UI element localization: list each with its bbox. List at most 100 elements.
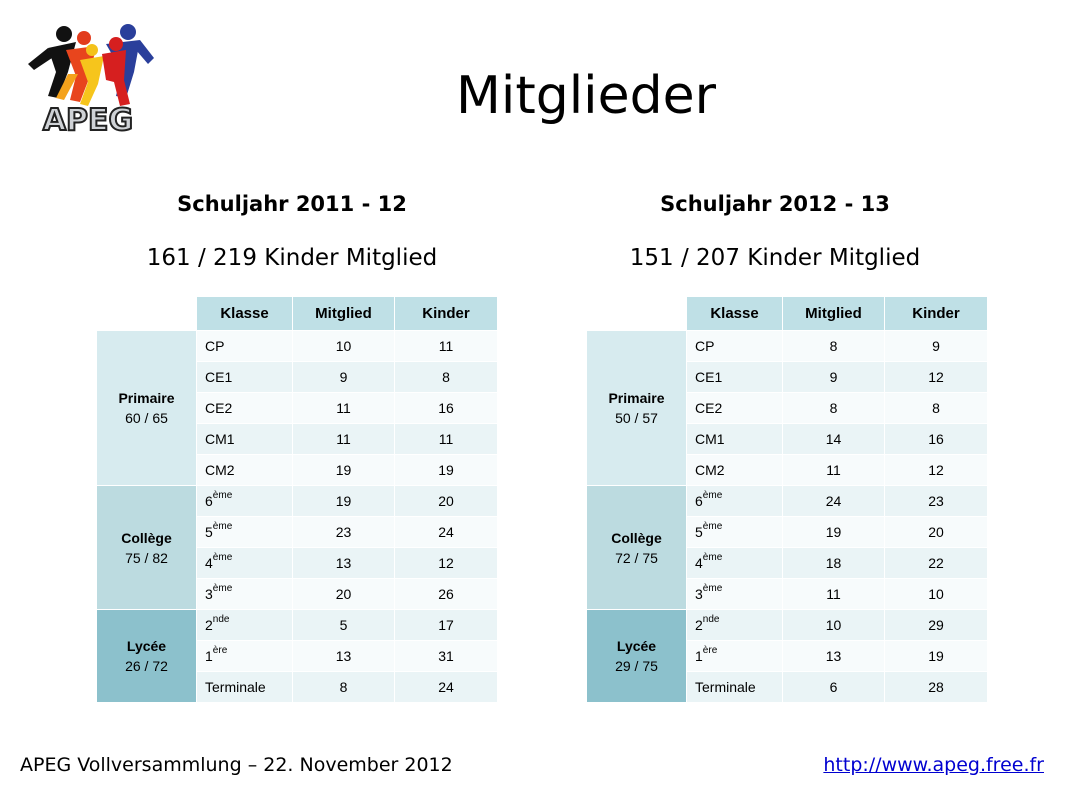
mitglied-cell: 13	[292, 547, 395, 579]
header-klasse: Klasse	[196, 296, 293, 331]
klasse-suffix: ère	[212, 645, 228, 656]
mitglied-cell: 10	[782, 609, 885, 641]
table-row: 3ème 20 26	[97, 578, 498, 610]
summary-left: 161 / 219 Kinder Mitglied	[146, 245, 438, 271]
mitglied-cell: 19	[292, 485, 395, 517]
membership-table-2012: Klasse Mitglied Kinder Primaire 50 / 57 CP 8 9 C…	[586, 296, 988, 703]
table-row: 3ème 11 10	[587, 578, 988, 610]
klasse-cell: 5ème	[686, 516, 783, 548]
klasse-value: 6	[205, 493, 213, 509]
mitglied-cell: 8	[782, 330, 885, 362]
klasse-value: CE2	[695, 400, 723, 416]
table-row: CE2 11 16	[97, 392, 498, 424]
header-kinder: Kinder	[884, 296, 988, 331]
kinder-cell: 9	[884, 330, 988, 362]
table-row: Lycée 26 / 72 2nde 5 17	[96, 609, 498, 703]
klasse-cell: 2nde	[686, 609, 783, 641]
website-link[interactable]: http://www.apeg.free.fr	[823, 754, 1044, 776]
klasse-cell: Terminale	[196, 671, 293, 703]
kinder-cell: 10	[884, 578, 988, 610]
year-heading-right: Schuljahr 2012 - 13	[660, 192, 890, 216]
klasse-cell: CE1	[196, 361, 293, 393]
mitglied-cell: 13	[292, 640, 395, 672]
group-ratio: 29 / 75	[615, 658, 658, 674]
klasse-cell: CE2	[196, 392, 293, 424]
table-row: Collège 75 / 82 6ème 19 20	[96, 485, 498, 610]
table-header-row: Klasse Mitglied Kinder	[96, 296, 498, 331]
kinder-cell: 20	[394, 485, 498, 517]
klasse-suffix: ème	[702, 583, 723, 594]
mitglied-cell: 10	[292, 330, 395, 362]
klasse-cell: 2nde	[196, 609, 293, 641]
klasse-cell: 4ème	[196, 547, 293, 579]
table-row: Collège 72 / 75 6ème 24 23	[586, 485, 988, 610]
klasse-suffix: ère	[702, 645, 718, 656]
mitglied-cell: 11	[292, 423, 395, 455]
mitglied-cell: 11	[782, 578, 885, 610]
table-row: CM1 11 11	[97, 423, 498, 455]
klasse-value: 4	[695, 555, 703, 571]
klasse-cell: CM1	[196, 423, 293, 455]
table-row: CM2 11 12	[587, 454, 988, 486]
klasse-suffix: ème	[212, 552, 233, 563]
klasse-value: 6	[695, 493, 703, 509]
mitglied-cell: 19	[782, 516, 885, 548]
klasse-value: Terminale	[205, 679, 266, 695]
table-row: Terminale 6 28	[587, 671, 988, 703]
klasse-cell: CP	[196, 330, 293, 362]
klasse-value: 3	[695, 586, 703, 602]
table-row: CE1 9 12	[587, 361, 988, 393]
mitglied-cell: 24	[782, 485, 885, 517]
kinder-cell: 24	[394, 516, 498, 548]
mitglied-cell: 8	[292, 671, 395, 703]
klasse-cell: CE2	[686, 392, 783, 424]
mitglied-cell: 23	[292, 516, 395, 548]
klasse-value: CP	[205, 338, 225, 354]
mitglied-cell: 9	[782, 361, 885, 393]
kinder-cell: 17	[394, 609, 498, 641]
table-row: Primaire 60 / 65 CP 10 11	[96, 330, 498, 486]
kinder-cell: 11	[394, 330, 498, 362]
table-row: CM2 19 19	[97, 454, 498, 486]
table-row: Lycée 29 / 75 2nde 10 29	[586, 609, 988, 703]
group-cell: Collège 72 / 75	[586, 485, 687, 610]
mitglied-cell: 6	[782, 671, 885, 703]
klasse-value: CM1	[695, 431, 725, 447]
kinder-cell: 31	[394, 640, 498, 672]
klasse-cell: 5ème	[196, 516, 293, 548]
kinder-cell: 19	[394, 454, 498, 486]
klasse-value: 4	[205, 555, 213, 571]
kinder-cell: 26	[394, 578, 498, 610]
klasse-cell: 3ème	[686, 578, 783, 610]
klasse-value: 3	[205, 586, 213, 602]
table-header-row: Klasse Mitglied Kinder	[586, 296, 988, 331]
klasse-value: CM2	[205, 462, 235, 478]
kinder-cell: 24	[394, 671, 498, 703]
mitglied-cell: 11	[292, 392, 395, 424]
table-row: 4ème 13 12	[97, 547, 498, 579]
group-name: Lycée	[616, 638, 657, 654]
kinder-cell: 16	[394, 392, 498, 424]
klasse-value: 5	[205, 524, 213, 540]
mitglied-cell: 18	[782, 547, 885, 579]
page-title: Mitglieder	[456, 66, 716, 126]
table-row: Terminale 8 24	[97, 671, 498, 703]
klasse-cell: Terminale	[686, 671, 783, 703]
table-row: 1ère 13 19	[587, 640, 988, 672]
kinder-cell: 11	[394, 423, 498, 455]
group-cell: Lycée 29 / 75	[586, 609, 687, 703]
group-ratio: 60 / 65	[125, 410, 168, 426]
table-row: 4ème 18 22	[587, 547, 988, 579]
header-empty-cell	[96, 296, 197, 331]
mitglied-cell: 8	[782, 392, 885, 424]
klasse-cell: CP	[686, 330, 783, 362]
group-ratio: 50 / 57	[615, 410, 658, 426]
header-mitglied: Mitglied	[292, 296, 395, 331]
group-cell: Lycée 26 / 72	[96, 609, 197, 703]
table-row: CE1 9 8	[97, 361, 498, 393]
klasse-cell: 6ème	[196, 485, 293, 517]
klasse-suffix: ème	[212, 521, 233, 532]
logo-text: APEG	[43, 103, 133, 136]
kinder-cell: 8	[394, 361, 498, 393]
kinder-cell: 16	[884, 423, 988, 455]
